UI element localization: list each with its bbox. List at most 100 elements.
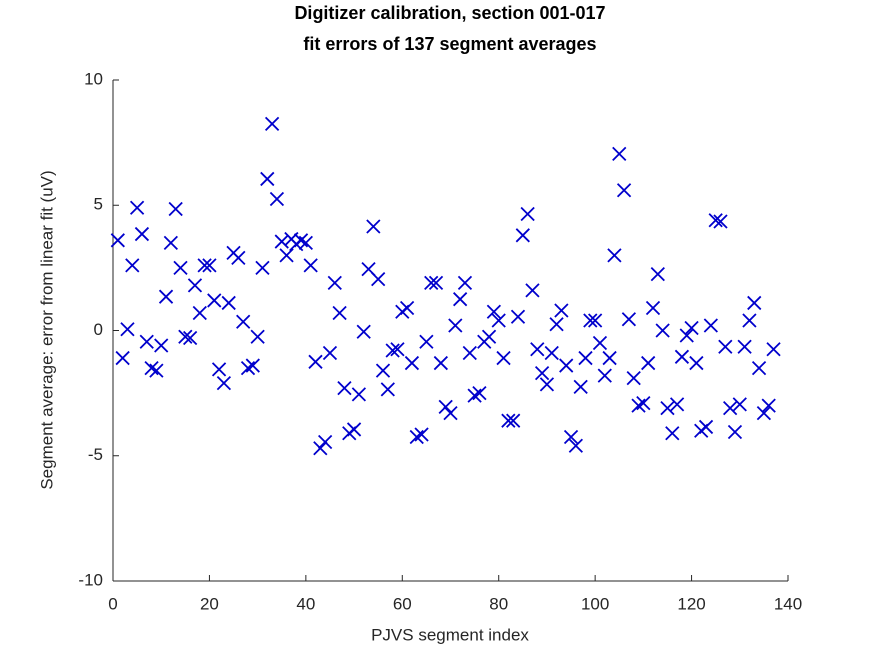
marker [462, 345, 477, 361]
marker [298, 235, 313, 250]
marker [202, 258, 217, 273]
marker [178, 329, 193, 344]
chart-title: Digitizer calibration, section 001-017 [294, 3, 605, 23]
marker [525, 283, 540, 298]
marker [554, 303, 569, 318]
marker [168, 201, 183, 217]
marker [742, 313, 757, 328]
marker [544, 345, 559, 361]
marker [380, 382, 395, 397]
marker [597, 368, 612, 383]
marker [549, 317, 564, 332]
y-tick-label: -10 [78, 570, 103, 589]
marker [669, 397, 685, 412]
x-tick-label: 20 [200, 594, 219, 613]
marker [419, 334, 434, 349]
marker [515, 228, 530, 243]
marker [467, 388, 482, 403]
marker [404, 355, 420, 371]
marker [385, 343, 400, 358]
marker [443, 406, 458, 421]
y-tick-label: 5 [94, 195, 103, 214]
marker [457, 275, 473, 291]
marker [173, 260, 188, 276]
x-tick-label: 140 [774, 594, 802, 613]
marker [756, 406, 772, 421]
marker [655, 323, 670, 338]
marker [679, 328, 694, 343]
marker [626, 370, 641, 386]
marker [409, 429, 424, 445]
marker [125, 258, 140, 273]
x-tick-label: 120 [677, 594, 705, 613]
marker [481, 329, 497, 344]
marker [491, 313, 506, 328]
marker [530, 342, 545, 357]
marker [274, 234, 289, 249]
marker [438, 399, 453, 415]
marker [496, 350, 511, 366]
marker [433, 355, 448, 371]
marker [250, 329, 265, 344]
marker [539, 377, 555, 392]
marker [703, 318, 718, 333]
marker [115, 350, 130, 366]
marker [616, 183, 632, 198]
marker [737, 339, 752, 354]
marker [751, 360, 767, 376]
marker [293, 233, 309, 248]
marker [636, 396, 651, 411]
marker [158, 289, 174, 304]
marker [674, 349, 690, 364]
marker [207, 293, 222, 308]
marker [684, 320, 699, 336]
marker [308, 354, 323, 369]
chart-subtitle: fit errors of 137 segment averages [303, 34, 596, 54]
marker [727, 424, 743, 440]
marker [520, 206, 535, 222]
marker [453, 292, 468, 307]
marker [650, 267, 665, 282]
marker [134, 226, 150, 242]
marker [279, 248, 294, 263]
marker [260, 171, 275, 187]
x-tick-label: 80 [489, 594, 508, 613]
marker [621, 312, 637, 327]
marker [183, 330, 198, 346]
marker [583, 313, 598, 328]
y-tick-label: -5 [88, 445, 103, 464]
marker [269, 191, 285, 207]
marker [747, 295, 762, 311]
marker [351, 387, 367, 402]
marker [689, 355, 704, 371]
marker [303, 258, 318, 273]
marker [399, 300, 415, 316]
marker [588, 313, 603, 328]
marker [149, 363, 164, 378]
marker [607, 248, 622, 263]
marker [211, 362, 227, 377]
marker [163, 235, 178, 250]
x-tick-label: 100 [581, 594, 609, 613]
marker [366, 219, 381, 234]
y-axis-label: Segment average: error from linear fit (… [37, 170, 56, 489]
marker [414, 427, 429, 442]
marker [766, 342, 781, 357]
marker [371, 272, 386, 287]
marker [501, 413, 516, 428]
marker [510, 309, 526, 324]
marker [390, 342, 405, 357]
marker [723, 401, 738, 416]
marker [472, 385, 487, 401]
marker [192, 305, 207, 321]
marker [761, 398, 776, 413]
marker [563, 429, 579, 445]
marker [559, 358, 574, 373]
marker [578, 350, 593, 366]
marker [318, 434, 333, 450]
marker [264, 116, 280, 131]
marker [708, 213, 723, 228]
marker [322, 345, 338, 361]
marker [718, 339, 733, 354]
